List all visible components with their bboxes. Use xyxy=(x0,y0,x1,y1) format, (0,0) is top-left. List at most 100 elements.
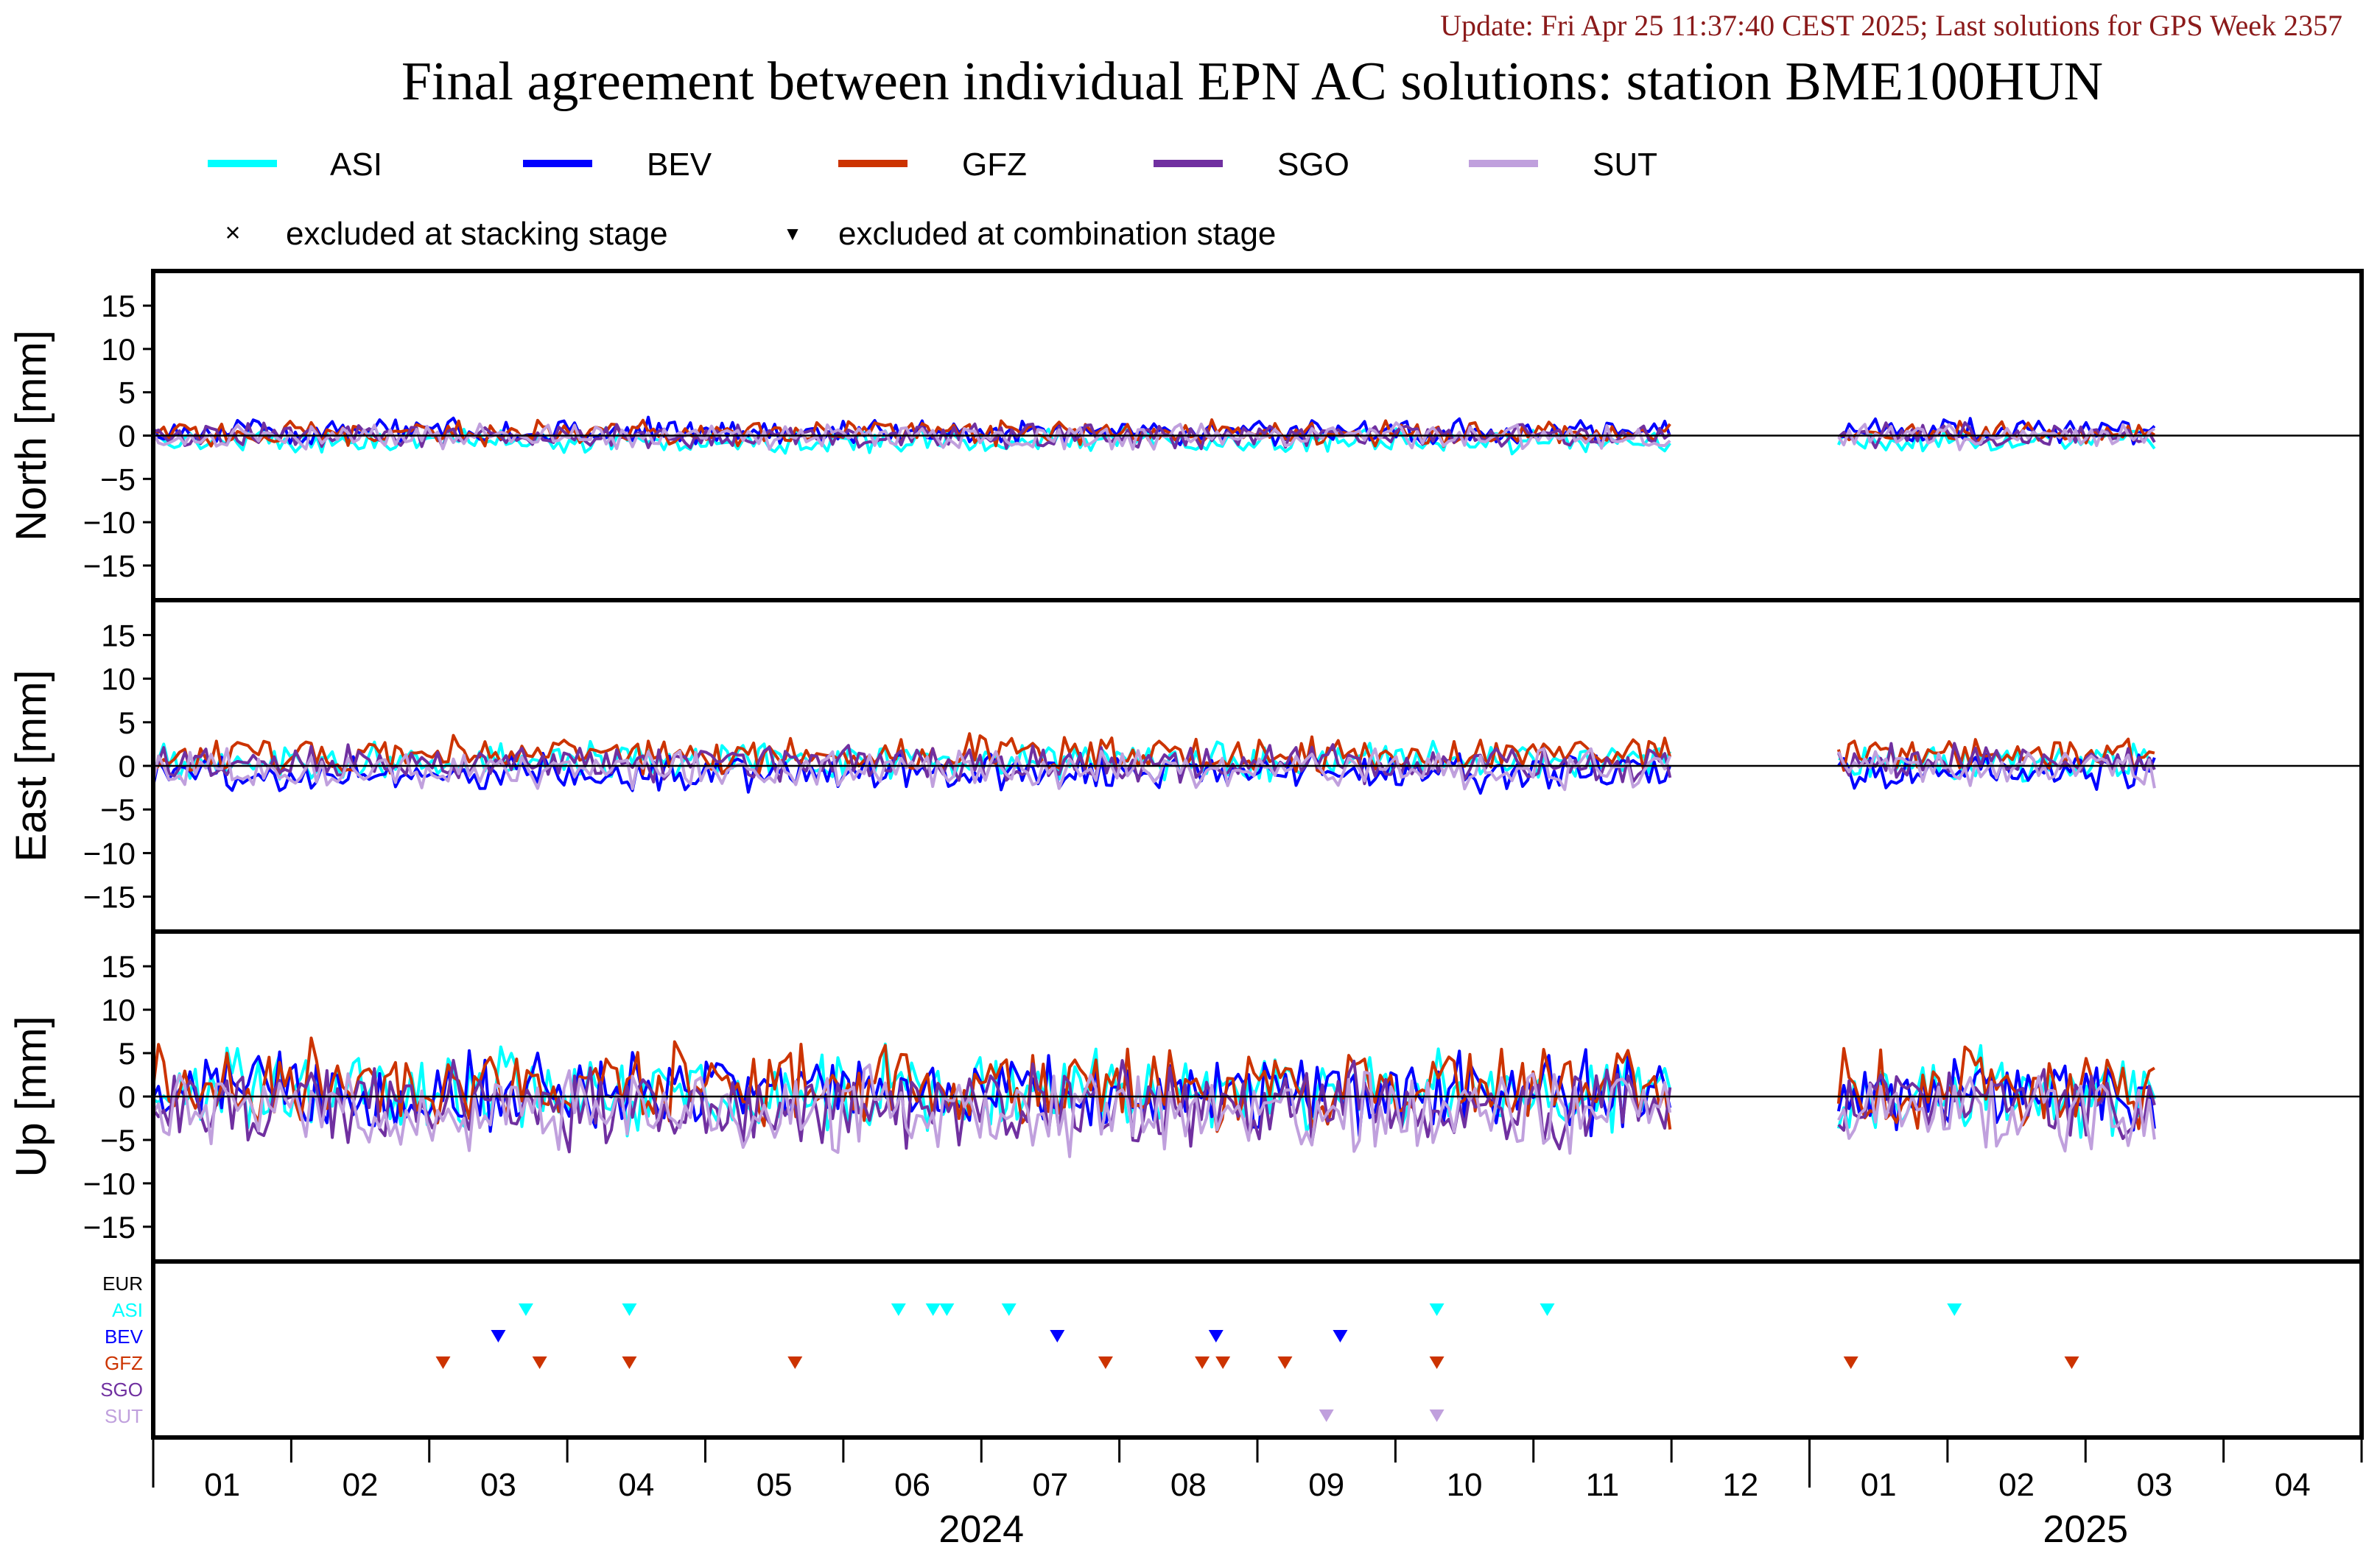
ytick-label-up: 0 xyxy=(119,1080,136,1114)
month-label: 05 xyxy=(757,1467,793,1503)
ytick-label-north: −5 xyxy=(100,462,136,496)
legend-label-asi: ASI xyxy=(330,147,382,183)
ylabel-up: Up [mm] xyxy=(7,1016,55,1177)
exclusion-marker-gfz xyxy=(1277,1356,1293,1369)
exclusion-label-sut: SUT xyxy=(105,1405,143,1427)
ytick-label-up: 10 xyxy=(101,993,136,1027)
exclusion-marker-asi xyxy=(925,1303,941,1316)
month-label: 11 xyxy=(1586,1467,1620,1503)
ytick-label-east: 5 xyxy=(119,705,136,740)
exclusion-marker-gfz xyxy=(1195,1356,1210,1369)
ytick-label-up: −10 xyxy=(83,1166,136,1201)
exclusion-label-gfz: GFZ xyxy=(105,1352,143,1374)
month-label: 07 xyxy=(1032,1467,1068,1503)
ytick-label-up: 5 xyxy=(119,1036,136,1071)
month-label: 06 xyxy=(894,1467,930,1503)
exclusion-label-eur: EUR xyxy=(102,1273,143,1295)
exclusion-marker-gfz xyxy=(1429,1356,1445,1369)
series-sut-up xyxy=(152,1063,2156,1158)
exclusion-marker-sut xyxy=(1319,1409,1334,1422)
legend-triangle-marker: ▼ xyxy=(783,222,802,244)
exclusion-marker-bev xyxy=(1050,1330,1065,1342)
exclusion-marker-asi xyxy=(1429,1303,1445,1316)
exclusion-marker-gfz xyxy=(532,1356,547,1369)
month-label: 12 xyxy=(1722,1467,1758,1503)
ytick-label-north: −10 xyxy=(83,505,136,540)
update-line: Update: Fri Apr 25 11:37:40 CEST 2025; L… xyxy=(1440,9,2342,42)
exclusion-marker-gfz xyxy=(2064,1356,2079,1369)
panels: 15 10 5 0 −5 −10 −15 North [mm] 15 10 5 0 −5 −10 −15 Ea… xyxy=(7,269,2364,1264)
exclusion-marker-gfz xyxy=(1098,1356,1113,1369)
month-label: 01 xyxy=(1861,1467,1897,1503)
ytick-label-north: −15 xyxy=(83,549,136,583)
ytick-label-east: −5 xyxy=(100,792,136,827)
year-label-2025: 2025 xyxy=(2043,1508,2128,1545)
ytick-label-up: −5 xyxy=(100,1123,136,1158)
series-sgo-north xyxy=(152,420,2156,451)
ytick-label-east: −10 xyxy=(83,836,136,870)
legend-excluded-stacking: excluded at stacking stage xyxy=(286,216,668,252)
exclusion-panel: EUR ASI BEV GFZ SGO SUT xyxy=(100,1259,2364,1440)
ytick-label-east: 15 xyxy=(101,618,136,652)
legend-excluded-combination: excluded at combination stage xyxy=(838,216,1276,252)
exclusion-marker-asi xyxy=(622,1303,637,1316)
month-label: 01 xyxy=(204,1467,240,1503)
ytick-label-east: 0 xyxy=(119,749,136,784)
month-label: 04 xyxy=(618,1467,654,1503)
ytick-label-north: 5 xyxy=(119,376,136,410)
legend-cross-marker: × xyxy=(225,217,240,247)
exclusion-marker-bev xyxy=(491,1330,506,1342)
exclusion-marker-asi xyxy=(939,1303,955,1316)
ytick-label-north: 15 xyxy=(101,289,136,323)
exclusion-marker-bev xyxy=(1208,1330,1224,1342)
month-label: 02 xyxy=(1998,1467,2035,1503)
legend: ASI BEV GFZ SGO SUT × excluded at stacki… xyxy=(208,147,1657,252)
month-label: 03 xyxy=(480,1467,516,1503)
month-label: 09 xyxy=(1308,1467,1344,1503)
month-label: 03 xyxy=(2136,1467,2172,1503)
exclusion-marker-gfz xyxy=(1215,1356,1231,1369)
exclusion-marker-asi xyxy=(1540,1303,1555,1316)
ytick-label-north: 0 xyxy=(119,419,136,454)
exclusion-label-bev: BEV xyxy=(105,1326,144,1348)
legend-label-sgo: SGO xyxy=(1277,147,1349,183)
panel-east: 15 10 5 0 −5 −10 −15 East [mm] xyxy=(7,598,2364,934)
exclusion-marker-gfz xyxy=(435,1356,451,1369)
ytick-label-east: −15 xyxy=(83,880,136,915)
month-label: 02 xyxy=(343,1467,379,1503)
ylabel-east: East [mm] xyxy=(7,669,55,862)
exclusion-marker-sut xyxy=(1429,1409,1445,1422)
exclusion-label-asi: ASI xyxy=(112,1299,143,1321)
chart-title: Final agreement between individual EPN A… xyxy=(401,52,2103,112)
year-label-2024: 2024 xyxy=(938,1508,1024,1545)
ylabel-north: North [mm] xyxy=(7,330,55,541)
panel-up: 15 10 5 0 −5 −10 −15 Up [mm] xyxy=(7,929,2364,1264)
frame-exclusions xyxy=(151,1259,2364,1440)
month-label: 08 xyxy=(1170,1467,1207,1503)
exclusion-marker-asi xyxy=(518,1303,533,1316)
ytick-label-east: 10 xyxy=(101,662,136,697)
series-sgo-up xyxy=(152,1058,2156,1154)
ytick-label-north: 10 xyxy=(101,332,136,367)
legend-label-sut: SUT xyxy=(1593,147,1657,183)
exclusion-marker-gfz xyxy=(1843,1356,1858,1369)
series-gfz-north xyxy=(152,418,2155,448)
series-sut-east xyxy=(152,747,2156,792)
series-sut-north xyxy=(152,421,2155,451)
exclusion-marker-asi xyxy=(1001,1303,1017,1316)
exclusion-marker-asi xyxy=(891,1303,906,1316)
legend-label-bev: BEV xyxy=(647,147,712,183)
ytick-label-up: 15 xyxy=(101,949,136,984)
panel-north: 15 10 5 0 −5 −10 −15 North [mm] xyxy=(7,269,2364,602)
exclusion-marker-bev xyxy=(1333,1330,1348,1342)
x-axis: 01 02 03 04 05 06 07 08 09 10 11 12 01 02 03 04 2024 2025 xyxy=(152,1437,2363,1545)
exclusion-marker-asi xyxy=(1947,1303,1962,1316)
exclusion-label-sgo: SGO xyxy=(100,1379,143,1401)
ytick-label-up: −15 xyxy=(83,1210,136,1245)
exclusion-marker-gfz xyxy=(787,1356,803,1369)
month-label: 10 xyxy=(1447,1467,1483,1503)
legend-label-gfz: GFZ xyxy=(962,147,1027,183)
exclusion-marker-gfz xyxy=(622,1356,637,1369)
month-label: 04 xyxy=(2275,1467,2311,1503)
